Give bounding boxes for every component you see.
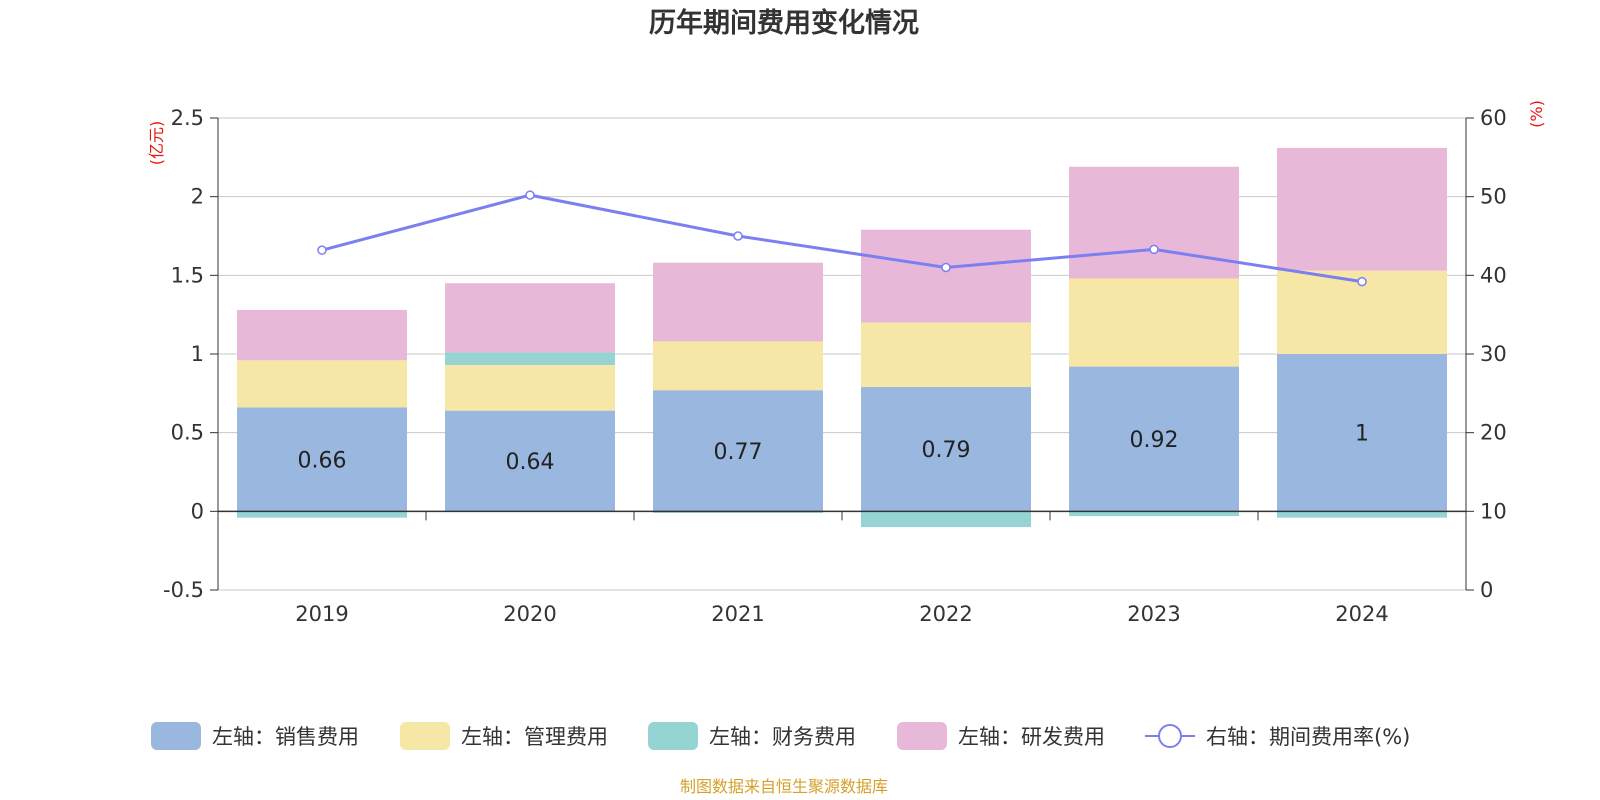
left-axis-tick-label: 0	[191, 499, 204, 523]
bar-segment	[653, 341, 823, 391]
legend-marker	[1158, 724, 1182, 748]
left-axis-tick-label: 1.5	[171, 263, 204, 287]
legend-label: 右轴：期间费用率(%)	[1206, 725, 1410, 749]
bar-segment	[1069, 511, 1239, 517]
data-label: 0.79	[922, 438, 971, 463]
left-axis-tick-label: 2	[191, 185, 204, 209]
bar-segment	[445, 283, 615, 353]
bar-segment	[1069, 166, 1239, 279]
bar-segment	[445, 365, 615, 411]
x-axis-tick-label: 2024	[1335, 602, 1388, 626]
right-axis-tick-label: 20	[1480, 421, 1507, 445]
bars	[237, 147, 1447, 528]
x-axis-tick-label: 2021	[711, 602, 764, 626]
right-axis-unit: (%)	[1527, 100, 1546, 128]
bar-segment	[653, 390, 823, 512]
left-axis-tick-label: 1	[191, 342, 204, 366]
bar-segment	[1069, 366, 1239, 512]
bar-segment	[861, 511, 1031, 528]
right-axis-tick-label: 40	[1480, 263, 1507, 287]
legend-swatch	[151, 722, 201, 750]
x-axis-tick-label: 2023	[1127, 602, 1180, 626]
bar-segment	[861, 322, 1031, 388]
legend-label: 左轴：财务费用	[709, 725, 856, 749]
left-axis-tick-label: 0.5	[171, 421, 204, 445]
rate-point	[941, 262, 951, 273]
bar-segment	[653, 262, 823, 342]
legend-label: 左轴：管理费用	[461, 725, 608, 749]
bar-segment	[1277, 354, 1447, 512]
rate-point	[733, 231, 743, 241]
bar-segment	[445, 352, 615, 366]
legend-swatch	[400, 722, 450, 750]
source-note: 制图数据来自恒生聚源数据库	[680, 777, 888, 796]
right-axis-tick-label: 50	[1480, 185, 1507, 209]
bar-segment	[237, 360, 407, 408]
rate-point	[317, 245, 327, 255]
bar-segment	[861, 229, 1031, 323]
rate-point	[1357, 276, 1367, 287]
legend-label: 左轴：销售费用	[212, 725, 359, 749]
data-label: 0.92	[1130, 428, 1179, 453]
bar-segment	[237, 511, 407, 518]
bar-segment	[1069, 278, 1239, 367]
data-label: 0.77	[714, 440, 763, 465]
legend-swatch	[648, 722, 698, 750]
bar-segment	[1277, 511, 1447, 518]
rate-point	[1149, 244, 1159, 255]
bar-segment	[445, 410, 615, 512]
legend: 左轴：销售费用 左轴：管理费用 左轴：财务费用 左轴：研发费用 右轴：期间费用率(%)	[151, 722, 1410, 750]
rate-line	[317, 190, 1367, 287]
legend-label: 左轴：研发费用	[958, 725, 1105, 749]
right-axis-tick-label: 60	[1480, 106, 1507, 130]
rate-point	[525, 190, 535, 200]
right-axis-tick-label: 30	[1480, 342, 1507, 366]
data-labels: 0.66 0.64 0.77 0.79 0.92 1	[298, 422, 1369, 475]
bar-segment	[861, 387, 1031, 512]
rate-line-path	[321, 193, 1363, 284]
axes: -0.5 0 0.5 1 1.5 2 2.5 0 10 20 30 40 50 60 2019 2020 202…	[163, 106, 1507, 626]
data-label: 0.66	[298, 448, 347, 473]
bar-segment	[237, 309, 407, 361]
chart-title: 历年期间费用变化情况	[649, 7, 919, 39]
legend-swatch	[897, 722, 947, 750]
left-axis-tick-label: 2.5	[171, 106, 204, 130]
x-axis-tick-label: 2022	[919, 602, 972, 626]
x-axis-tick-label: 2020	[503, 602, 556, 626]
left-axis-tick-label: -0.5	[163, 578, 204, 602]
bar-segment	[237, 407, 407, 512]
bar-segment	[1277, 147, 1447, 271]
right-axis-tick-label: 0	[1480, 578, 1493, 602]
left-axis-unit: (亿元)	[147, 121, 166, 166]
right-axis-tick-label: 10	[1480, 499, 1507, 523]
data-label: 0.64	[506, 450, 555, 475]
x-axis-tick-label: 2019	[295, 602, 348, 626]
data-label: 1	[1355, 422, 1369, 447]
bar-segment	[653, 511, 823, 513]
